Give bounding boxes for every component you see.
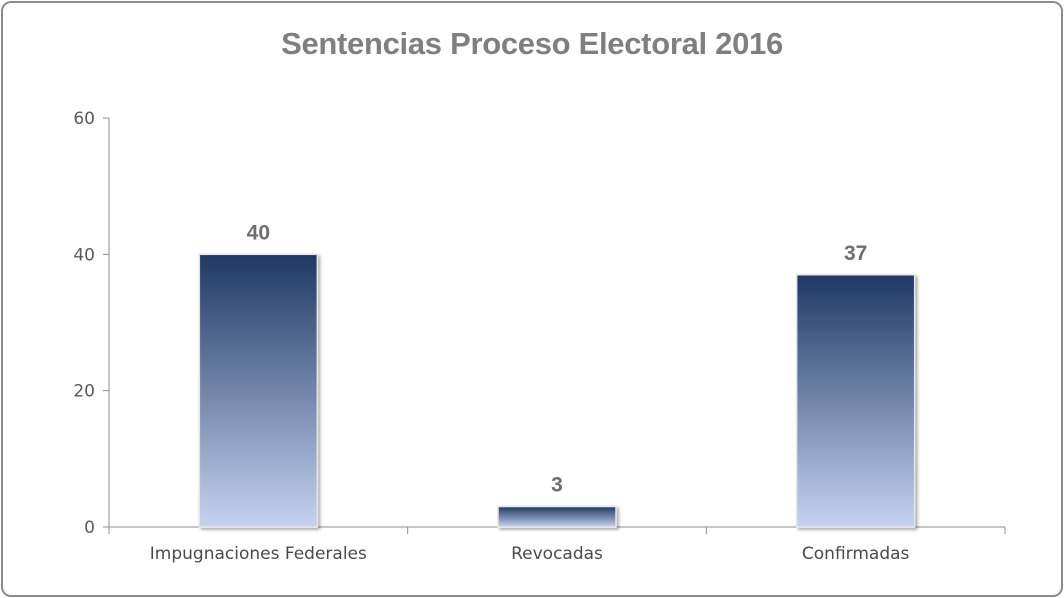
category-label: Confirmadas <box>802 544 910 564</box>
chart-title: Sentencias Proceso Electoral 2016 <box>281 26 783 61</box>
y-tick-label: 20 <box>73 382 95 402</box>
y-tick-label: 40 <box>73 245 95 265</box>
y-tick-label: 0 <box>84 518 95 538</box>
data-label: 37 <box>844 242 867 265</box>
data-label: 40 <box>247 221 270 244</box>
bars <box>198 253 916 528</box>
bar <box>497 505 617 528</box>
bar <box>198 253 319 528</box>
bar <box>795 274 916 528</box>
category-label: Revocadas <box>511 544 603 564</box>
labels: 40 Impugnaciones Federales 3 Revocadas 37 Con… <box>150 221 910 564</box>
y-tick-label: 60 <box>73 109 95 129</box>
data-label: 3 <box>551 474 563 497</box>
category-label: Impugnaciones Federales <box>150 544 367 564</box>
